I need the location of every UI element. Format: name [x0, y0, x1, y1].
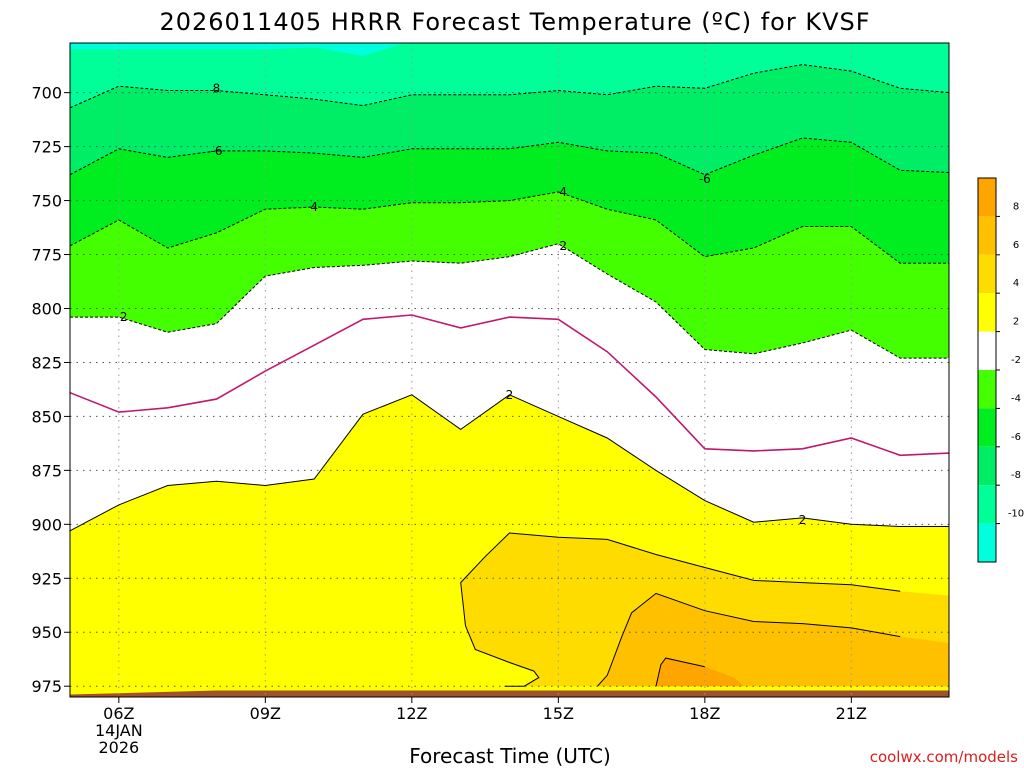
y-tick-label: 950 — [31, 623, 62, 642]
contour-line-6 — [597, 592, 901, 687]
colorbar-swatch — [978, 408, 996, 447]
credit-text: coolwx.com/models — [870, 748, 1018, 766]
colorbar-swatch — [978, 485, 996, 524]
colorbar-label: -8 — [1011, 470, 1021, 481]
fill-band-minus-10 — [70, 43, 949, 56]
contour-label: 4 — [310, 200, 318, 214]
colorbar-label: -4 — [1011, 393, 1021, 404]
contour-label: 4 — [559, 185, 567, 199]
colorbar-legend: 8 6 4 2 -2 -4 -6 -8 -10 — [977, 177, 1024, 563]
colorbar-label: -2 — [1011, 355, 1021, 366]
surface-ground — [70, 690, 949, 697]
x-year-label: 2026 — [98, 738, 139, 757]
contour-label: -6 — [699, 172, 711, 186]
colorbar-swatch — [978, 370, 996, 409]
contour-layer — [70, 43, 949, 697]
colorbar-swatch — [978, 446, 996, 486]
x-tick-label: 09Z — [250, 704, 281, 723]
colorbar-label: -6 — [1011, 432, 1021, 443]
contour-line--4 — [70, 191, 949, 264]
y-tick-label: 875 — [31, 461, 62, 480]
x-tick-label: 15Z — [543, 704, 574, 723]
y-tick-label: 725 — [31, 138, 62, 157]
y-tick-label: 700 — [31, 84, 62, 103]
x-tick-label: 18Z — [689, 704, 720, 723]
colorbar-swatch — [978, 293, 996, 332]
y-axis: 700 725 750 775 800 825 850 875 900 925 950 975 — [31, 84, 70, 696]
chart-title: 2026011405 HRRR Forecast Temperature (ºC… — [159, 8, 870, 36]
contour-label: 2 — [799, 513, 807, 527]
y-tick-label: 925 — [31, 569, 62, 588]
colorbar-label: 4 — [1013, 278, 1019, 289]
colorbar-label: -10 — [1008, 509, 1024, 520]
x-axis-label: Forecast Time (UTC) — [409, 744, 611, 768]
plot-frame — [69, 42, 950, 698]
contour-label: 2 — [559, 239, 567, 253]
contour-line-8 — [655, 657, 705, 687]
contour-line-0 — [70, 314, 949, 457]
contour-label: -6 — [211, 144, 223, 158]
colorbar-label: 6 — [1013, 240, 1019, 251]
y-tick-label: 750 — [31, 192, 62, 211]
x-date-label: 14JAN — [95, 721, 143, 740]
x-tick-label: 12Z — [396, 704, 427, 723]
contour-label: 2 — [120, 310, 128, 324]
plot-area: 8 -6 4 2 -6 4 2 2 2 — [69, 42, 950, 698]
colorbar-swatch — [978, 254, 996, 294]
colorbar-label: 8 — [1013, 201, 1019, 212]
colorbar-label: 2 — [1013, 317, 1019, 328]
y-tick-label: 825 — [31, 353, 62, 372]
y-tick-label: 900 — [31, 515, 62, 534]
y-tick-label: 850 — [31, 407, 62, 426]
colorbar-swatch — [978, 216, 996, 255]
colorbar-swatch — [978, 523, 996, 562]
colorbar-swatch — [978, 331, 996, 370]
contour-line-2 — [70, 394, 949, 532]
contour-line-4 — [460, 532, 901, 687]
contour-line--8 — [70, 64, 949, 109]
y-tick-label: 800 — [31, 299, 62, 318]
x-tick-label: 21Z — [836, 704, 867, 723]
y-tick-label: 775 — [31, 246, 62, 265]
y-tick-label: 975 — [31, 677, 62, 696]
fill-pocket-8 — [656, 658, 744, 687]
contour-label: 8 — [213, 81, 221, 95]
contour-label: 2 — [506, 388, 514, 402]
x-tick-label: 06Z — [103, 704, 134, 723]
fill-band-minus-8 — [70, 43, 949, 108]
colorbar-swatch — [978, 178, 996, 217]
